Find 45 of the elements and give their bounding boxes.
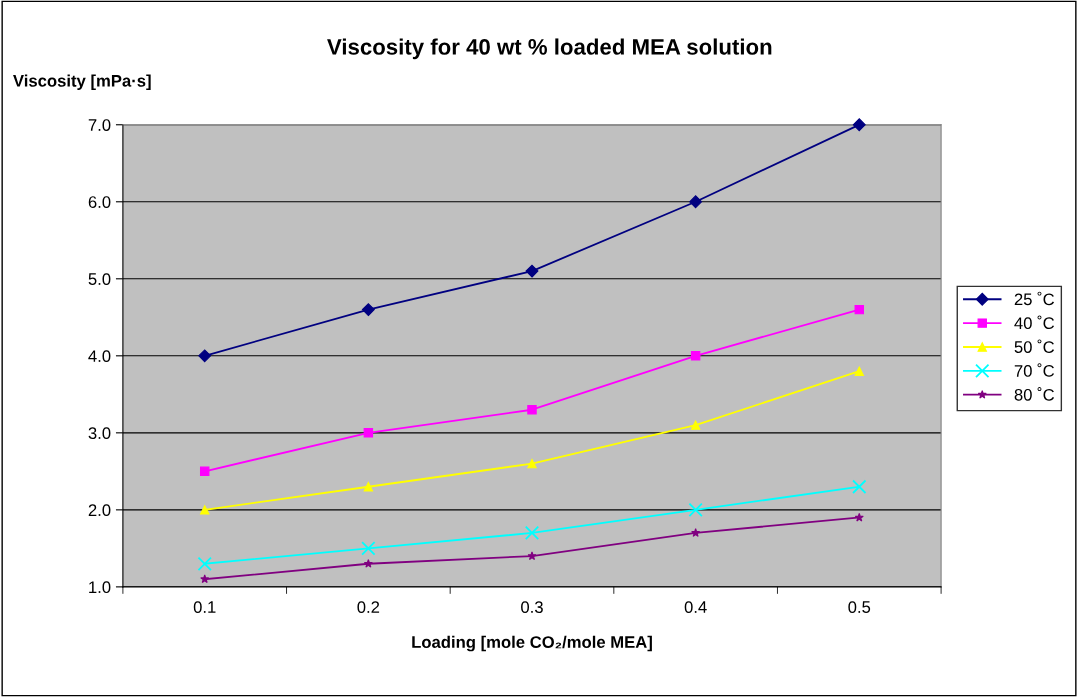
- point: [852, 479, 867, 494]
- point: [688, 502, 703, 518]
- point: [690, 420, 701, 430]
- point: [361, 541, 376, 556]
- point: [363, 428, 374, 438]
- legend-label: 80 ˚C: [1014, 387, 1055, 401]
- point: [363, 482, 374, 492]
- point: [689, 195, 703, 209]
- legend-label: 40 ˚C: [1014, 315, 1055, 330]
- x-tick-label: 0.5: [848, 601, 871, 614]
- x-tick-label: 0.4: [684, 601, 707, 614]
- point: [854, 512, 864, 522]
- y-tick-label: 2.0: [88, 504, 111, 517]
- point: [854, 304, 864, 315]
- y-tick-label: 5.0: [88, 273, 111, 285]
- legend-label: 70 ˚C: [1014, 363, 1055, 377]
- point: [852, 118, 866, 132]
- point: [527, 405, 537, 415]
- point: [690, 351, 701, 361]
- point: [199, 466, 210, 477]
- y-tick-label: 7.0: [88, 119, 111, 131]
- chart-title: Viscosity for 40 wt % loaded MEA solution: [327, 38, 772, 60]
- point: [197, 556, 212, 571]
- point: [854, 366, 864, 376]
- point: [199, 505, 210, 515]
- point: [200, 574, 210, 584]
- legend-label: 25 ˚C: [1014, 291, 1055, 306]
- point: [527, 458, 537, 469]
- point: [525, 264, 539, 278]
- point: [198, 349, 212, 363]
- x-axis-title: Loading [mole CO₂/mole MEA]: [412, 635, 652, 652]
- point: [524, 525, 540, 541]
- point: [527, 551, 537, 560]
- point: [363, 559, 373, 568]
- y-axis-title: Viscosity [mPa·s]: [13, 74, 151, 91]
- x-tick-label: 0.1: [193, 601, 216, 614]
- point: [691, 528, 701, 537]
- y-tick-label: 1.0: [89, 581, 111, 594]
- legend-label: 50 ˚C: [1014, 339, 1055, 353]
- y-tick-label: 4.0: [88, 350, 111, 363]
- point: [361, 303, 375, 317]
- x-tick-label: 0.2: [357, 601, 380, 614]
- y-tick-label: 6.0: [88, 196, 111, 208]
- y-tick-label: 3.0: [88, 427, 111, 440]
- x-tick-label: 0.3: [521, 601, 543, 614]
